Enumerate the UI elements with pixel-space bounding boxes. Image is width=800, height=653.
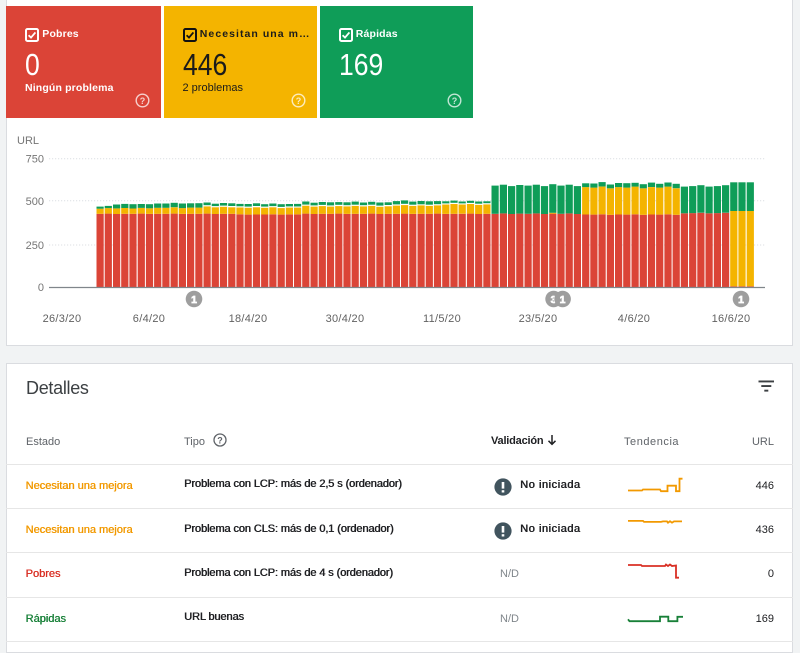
svg-text:23/5/20: 23/5/20 [519,313,558,325]
svg-text:?: ? [217,435,223,445]
svg-text:URL: URL [17,135,39,147]
svg-text:30/4/20: 30/4/20 [326,313,365,325]
svg-text:0: 0 [38,282,44,294]
svg-text:26/3/20: 26/3/20 [43,313,82,325]
svg-text:4/6/20: 4/6/20 [618,313,650,325]
svg-text:750: 750 [26,154,44,166]
svg-text:18/4/20: 18/4/20 [229,313,268,325]
svg-text:1: 1 [560,294,566,306]
svg-text:?: ? [296,96,302,106]
svg-text:500: 500 [26,196,44,208]
svg-text:?: ? [140,96,146,106]
svg-text:16/6/20: 16/6/20 [712,313,751,325]
svg-text:11/5/20: 11/5/20 [423,313,461,325]
svg-text:?: ? [452,96,458,106]
svg-text:3: 3 [551,294,557,306]
svg-text:1: 1 [191,294,197,306]
svg-text:250: 250 [26,240,44,252]
svg-text:1: 1 [738,294,744,306]
svg-text:6/4/20: 6/4/20 [133,313,165,325]
